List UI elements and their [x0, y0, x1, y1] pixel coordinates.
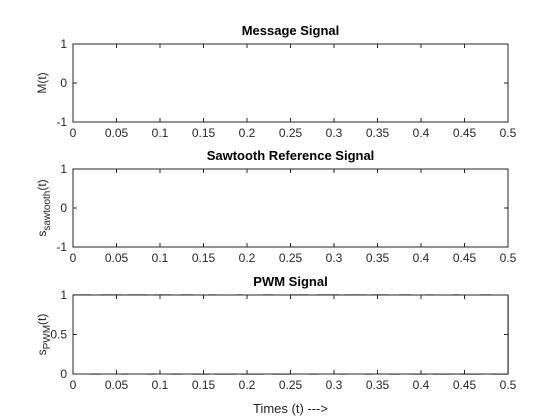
- x-tick-label: 0.15: [192, 251, 216, 265]
- x-tick-label: 0.05: [105, 126, 129, 140]
- y-tick-label: 0: [60, 76, 67, 90]
- x-tick-label: 0.25: [279, 251, 303, 265]
- x-tick-label: 0.5: [500, 378, 517, 392]
- x-tick-label: 0.05: [105, 251, 129, 265]
- x-tick-label: 0.1: [152, 378, 169, 392]
- y-tick-label: -1: [56, 115, 67, 129]
- y-axis-label: sPWM(t): [35, 314, 53, 356]
- x-tick-label: 0.35: [366, 251, 390, 265]
- x-tick-label: 0.1: [152, 126, 169, 140]
- x-tick-label: 0.5: [500, 126, 517, 140]
- subplot-2: 0 0.05 0.1 0.15 0.2 0.25 0.3 0.35 0.4 0.45 0.5-101…: [35, 148, 517, 265]
- x-tick-label: 0.25: [279, 378, 303, 392]
- y-tick-label: -1: [56, 240, 67, 254]
- x-tick-label: 0.45: [453, 251, 477, 265]
- subplot-3: 0 0.05 0.1 0.15 0.2 0.25 0.3 0.35 0.4 0.45 0.5 0 0.5…: [35, 274, 517, 416]
- y-tick-label: 1: [60, 37, 67, 51]
- y-tick-label: 1: [60, 162, 67, 176]
- x-tick-label: 0: [70, 251, 77, 265]
- x-tick-label: 0.25: [279, 126, 303, 140]
- subplot-title: Message Signal: [242, 23, 340, 38]
- x-tick-label: 0.35: [366, 126, 390, 140]
- x-tick-label: 0.5: [500, 251, 517, 265]
- y-tick-label: 1: [60, 288, 67, 302]
- x-tick-label: 0.4: [413, 378, 430, 392]
- x-tick-label: 0.45: [453, 378, 477, 392]
- x-tick-label: 0.4: [413, 251, 430, 265]
- x-tick-label: 0.15: [192, 126, 216, 140]
- y-tick-label: 0: [60, 367, 67, 381]
- subplot-title: Sawtooth Reference Signal: [207, 148, 375, 163]
- x-tick-label: 0.05: [105, 378, 129, 392]
- y-axis-label: ssawtooth(t): [35, 179, 53, 236]
- axes-box: [72, 294, 509, 375]
- x-tick-label: 0.4: [413, 126, 430, 140]
- x-tick-label: 0.3: [326, 251, 343, 265]
- subplot-1: 0 0.05 0.1 0.15 0.2 0.25 0.3 0.35 0.4 0.45 0.5-101…: [35, 23, 517, 140]
- x-tick-label: 0.35: [366, 378, 390, 392]
- x-tick-label: 0: [70, 126, 77, 140]
- axes-box: [72, 168, 509, 248]
- x-tick-label: 0.3: [326, 378, 343, 392]
- x-tick-label: 0.2: [239, 378, 256, 392]
- y-axis-label: M(t): [35, 72, 49, 93]
- x-axis-label: Times (t) --->: [253, 401, 328, 416]
- subplot-title: PWM Signal: [253, 274, 327, 289]
- x-tick-label: 0.2: [239, 251, 256, 265]
- x-tick-label: 0.2: [239, 126, 256, 140]
- axes-box: [72, 43, 509, 123]
- x-tick-label: 0.1: [152, 251, 169, 265]
- x-tick-label: 0: [70, 378, 77, 392]
- x-tick-label: 0.3: [326, 126, 343, 140]
- x-tick-label: 0.45: [453, 126, 477, 140]
- y-tick-label: 0.5: [50, 328, 67, 342]
- y-tick-label: 0: [60, 201, 67, 215]
- x-tick-label: 0.15: [192, 378, 216, 392]
